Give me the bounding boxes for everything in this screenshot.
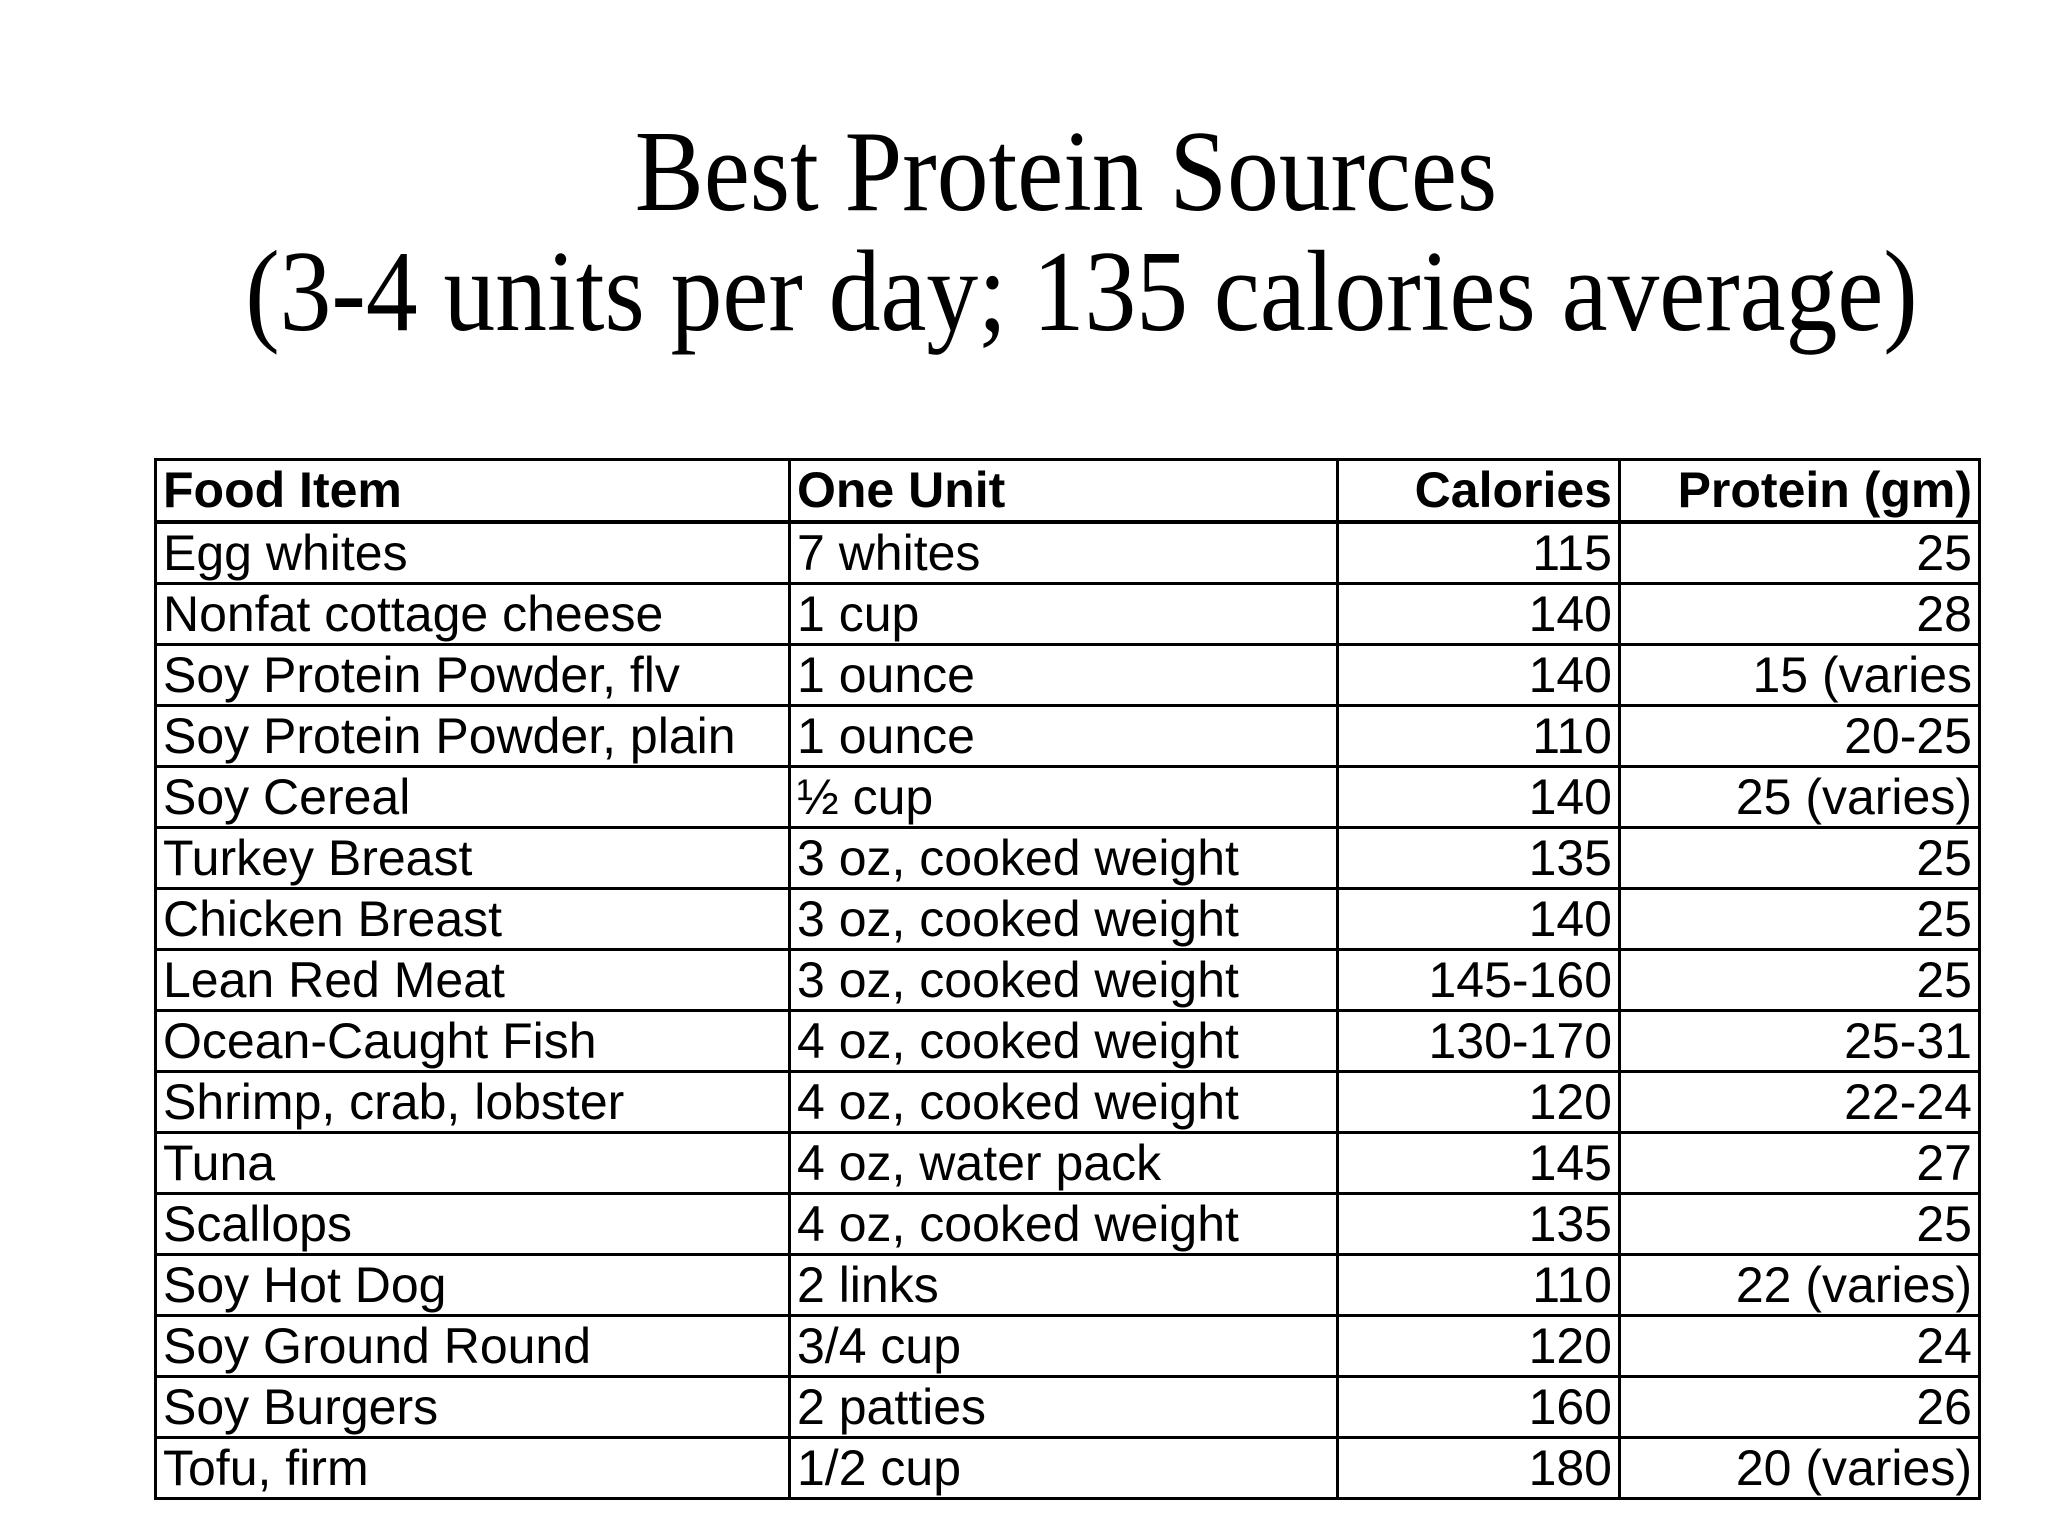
cell-food-item: Nonfat cottage cheese bbox=[154, 581, 791, 646]
cell-food-item: Egg whites bbox=[154, 520, 791, 585]
cell-one-unit: 1 ounce bbox=[788, 703, 1339, 768]
cell-food-item: Soy Cereal bbox=[154, 764, 791, 829]
cell-protein: 15 (varies bbox=[1618, 642, 1981, 707]
cell-one-unit: 3 oz, cooked weight bbox=[788, 825, 1339, 890]
cell-food-item: Shrimp, crab, lobster bbox=[154, 1069, 791, 1134]
cell-food-item: Soy Burgers bbox=[154, 1374, 791, 1439]
header-calories: Calories bbox=[1336, 458, 1621, 524]
cell-protein: 25 bbox=[1618, 886, 1981, 951]
table-row: Tuna 4 oz, water pack 145 27 bbox=[154, 1130, 1981, 1195]
cell-protein: 22 (varies) bbox=[1618, 1252, 1981, 1317]
cell-food-item: Lean Red Meat bbox=[154, 947, 791, 1012]
cell-protein: 26 bbox=[1618, 1374, 1981, 1439]
cell-calories: 145-160 bbox=[1336, 947, 1621, 1012]
cell-protein: 25 bbox=[1618, 1191, 1981, 1256]
cell-food-item: Soy Ground Round bbox=[154, 1313, 791, 1378]
slide-title-line1: Best Protein Sources bbox=[634, 108, 1498, 235]
table-row: Soy Cereal ½ cup 140 25 (varies) bbox=[154, 764, 1981, 829]
table-row: Scallops 4 oz, cooked weight 135 25 bbox=[154, 1191, 1981, 1256]
cell-one-unit: 7 whites bbox=[788, 520, 1339, 585]
cell-protein: 22-24 bbox=[1618, 1069, 1981, 1134]
cell-one-unit: 1 ounce bbox=[788, 642, 1339, 707]
cell-one-unit: 2 links bbox=[788, 1252, 1339, 1317]
cell-calories: 115 bbox=[1336, 520, 1621, 585]
cell-one-unit: 1/2 cup bbox=[788, 1435, 1339, 1500]
cell-calories: 145 bbox=[1336, 1130, 1621, 1195]
cell-calories: 120 bbox=[1336, 1069, 1621, 1134]
cell-calories: 140 bbox=[1336, 764, 1621, 829]
cell-protein: 25-31 bbox=[1618, 1008, 1981, 1073]
cell-protein: 25 bbox=[1618, 520, 1981, 585]
cell-food-item: Soy Hot Dog bbox=[154, 1252, 791, 1317]
table-row: Chicken Breast 3 oz, cooked weight 140 25 bbox=[154, 886, 1981, 951]
protein-sources-table: Food Item One Unit Calories Protein (gm)… bbox=[154, 458, 1981, 1500]
table-row: Lean Red Meat 3 oz, cooked weight 145-160 2… bbox=[154, 947, 1981, 1012]
table-row: Turkey Breast 3 oz, cooked weight 135 25 bbox=[154, 825, 1981, 890]
header-row: Food Item One Unit Calories Protein (gm) bbox=[154, 458, 1981, 524]
table-body: Egg whites 7 whites 115 25 Nonfat cottage ch… bbox=[154, 520, 1981, 1500]
cell-calories: 180 bbox=[1336, 1435, 1621, 1500]
cell-calories: 140 bbox=[1336, 886, 1621, 951]
table-row: Ocean-Caught Fish 4 oz, cooked weight 130-… bbox=[154, 1008, 1981, 1073]
table-row: Shrimp, crab, lobster 4 oz, cooked weight… bbox=[154, 1069, 1981, 1134]
cell-one-unit: 1 cup bbox=[788, 581, 1339, 646]
cell-calories: 140 bbox=[1336, 581, 1621, 646]
cell-protein: 24 bbox=[1618, 1313, 1981, 1378]
cell-one-unit: 4 oz, water pack bbox=[788, 1130, 1339, 1195]
cell-calories: 120 bbox=[1336, 1313, 1621, 1378]
cell-protein: 20-25 bbox=[1618, 703, 1981, 768]
cell-food-item: Soy Protein Powder, flv bbox=[154, 642, 791, 707]
header-protein-gm: Protein (gm) bbox=[1618, 458, 1981, 524]
slide-title-line2: (3-4 units per day; 135 calories average… bbox=[245, 228, 1918, 355]
table-row: Soy Hot Dog 2 links 110 22 (varies) bbox=[154, 1252, 1981, 1317]
cell-food-item: Scallops bbox=[154, 1191, 791, 1256]
cell-calories: 110 bbox=[1336, 1252, 1621, 1317]
header-one-unit: One Unit bbox=[788, 458, 1339, 524]
cell-food-item: Soy Protein Powder, plain bbox=[154, 703, 791, 768]
cell-one-unit: 4 oz, cooked weight bbox=[788, 1191, 1339, 1256]
cell-protein: 25 (varies) bbox=[1618, 764, 1981, 829]
cell-one-unit: 4 oz, cooked weight bbox=[788, 1069, 1339, 1134]
cell-food-item: Tofu, firm bbox=[154, 1435, 791, 1500]
cell-calories: 110 bbox=[1336, 703, 1621, 768]
cell-food-item: Ocean-Caught Fish bbox=[154, 1008, 791, 1073]
cell-calories: 160 bbox=[1336, 1374, 1621, 1439]
cell-one-unit: 3 oz, cooked weight bbox=[788, 947, 1339, 1012]
cell-food-item: Chicken Breast bbox=[154, 886, 791, 951]
cell-calories: 130-170 bbox=[1336, 1008, 1621, 1073]
table-row: Nonfat cottage cheese 1 cup 140 28 bbox=[154, 581, 1981, 646]
cell-protein: 25 bbox=[1618, 825, 1981, 890]
table-header: Food Item One Unit Calories Protein (gm) bbox=[154, 458, 1981, 524]
header-food-item: Food Item bbox=[154, 458, 791, 524]
table-row: Egg whites 7 whites 115 25 bbox=[154, 520, 1981, 585]
cell-one-unit: 3/4 cup bbox=[788, 1313, 1339, 1378]
cell-calories: 140 bbox=[1336, 642, 1621, 707]
cell-one-unit: 2 patties bbox=[788, 1374, 1339, 1439]
cell-calories: 135 bbox=[1336, 825, 1621, 890]
cell-one-unit: 3 oz, cooked weight bbox=[788, 886, 1339, 951]
cell-food-item: Turkey Breast bbox=[154, 825, 791, 890]
cell-protein: 20 (varies) bbox=[1618, 1435, 1981, 1500]
table-row: Tofu, firm 1/2 cup 180 20 (varies) bbox=[154, 1435, 1981, 1500]
table-row: Soy Ground Round 3/4 cup 120 24 bbox=[154, 1313, 1981, 1378]
cell-protein: 27 bbox=[1618, 1130, 1981, 1195]
slide-title: Best Protein Sources (3-4 units per day;… bbox=[154, 112, 1978, 352]
cell-calories: 135 bbox=[1336, 1191, 1621, 1256]
cell-one-unit: 4 oz, cooked weight bbox=[788, 1008, 1339, 1073]
table-row: Soy Burgers 2 patties 160 26 bbox=[154, 1374, 1981, 1439]
cell-food-item: Tuna bbox=[154, 1130, 791, 1195]
cell-protein: 25 bbox=[1618, 947, 1981, 1012]
table-row: Soy Protein Powder, flv 1 ounce 140 15 (var… bbox=[154, 642, 1981, 707]
cell-protein: 28 bbox=[1618, 581, 1981, 646]
table-row: Soy Protein Powder, plain 1 ounce 110 20-25 bbox=[154, 703, 1981, 768]
cell-one-unit: ½ cup bbox=[788, 764, 1339, 829]
